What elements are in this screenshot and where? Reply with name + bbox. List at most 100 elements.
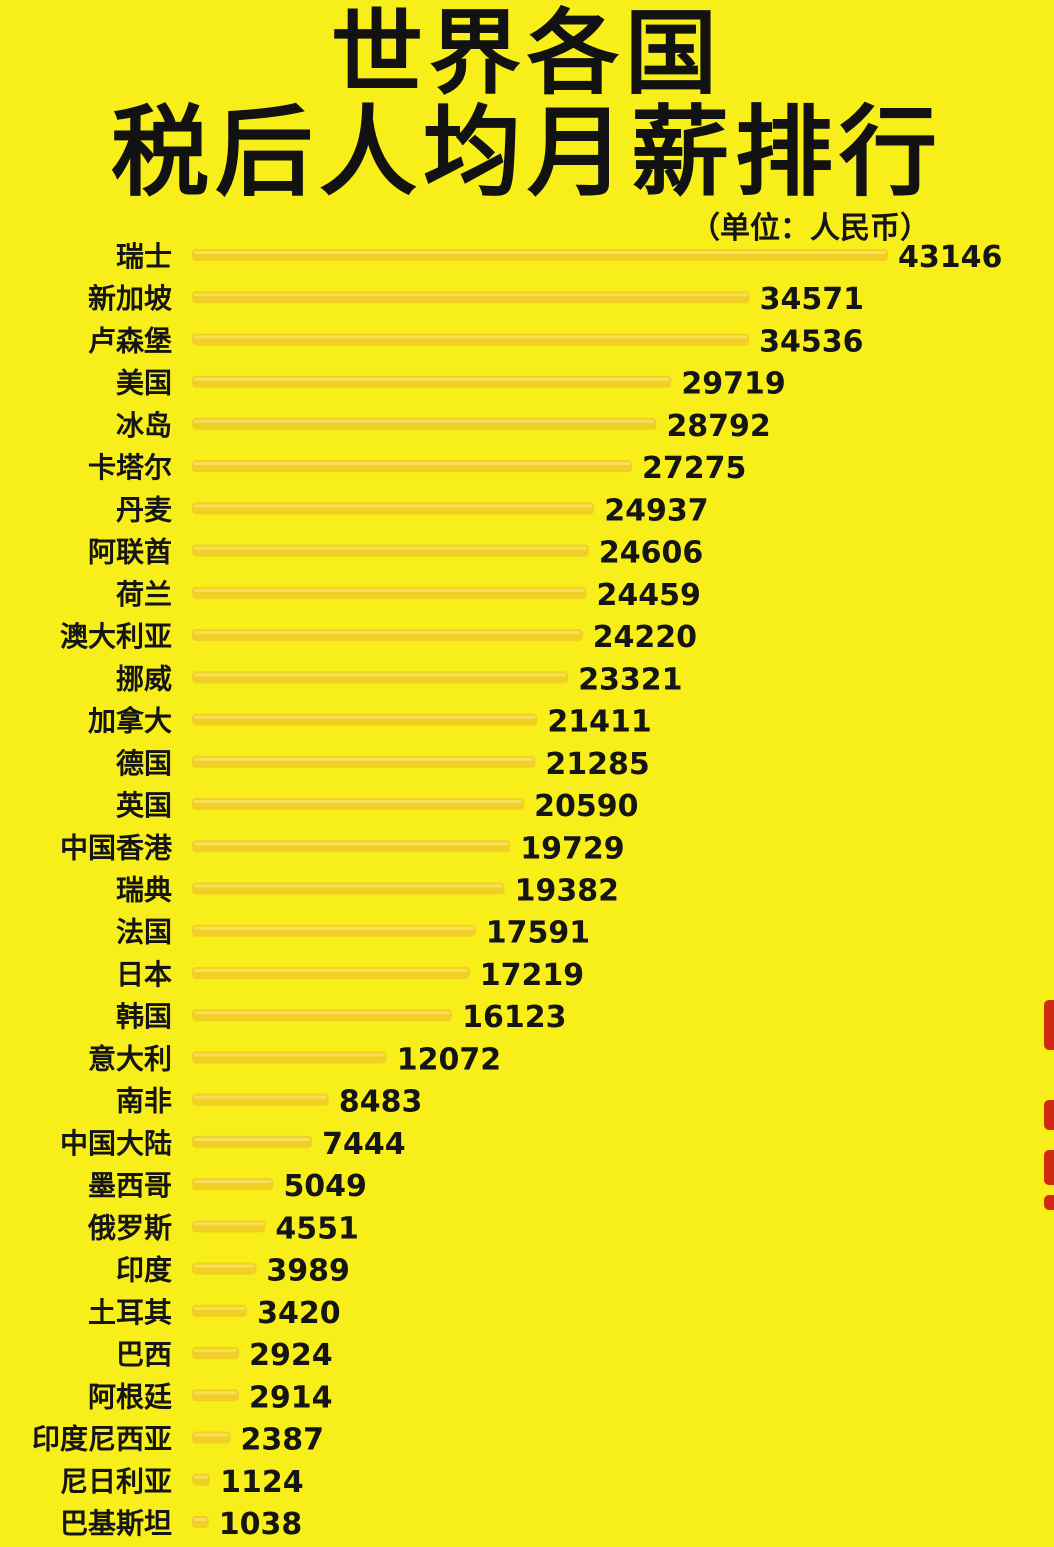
bar-highlight xyxy=(194,926,474,930)
bar-highlight xyxy=(194,631,581,635)
bar-highlight xyxy=(194,842,509,846)
value-label: 19729 xyxy=(520,831,624,866)
bar xyxy=(192,544,589,557)
value-label: 2914 xyxy=(249,1380,333,1415)
value-label: 29719 xyxy=(681,367,785,402)
bar-highlight xyxy=(194,1475,209,1479)
bar xyxy=(192,249,888,261)
category-label: 中国大陆 xyxy=(60,1127,172,1160)
category-label: 土耳其 xyxy=(88,1296,172,1329)
value-label: 24606 xyxy=(599,536,703,571)
value-label: 3989 xyxy=(266,1254,350,1289)
category-label: 俄罗斯 xyxy=(87,1211,172,1244)
bar-highlight xyxy=(194,377,670,381)
category-label: 阿联酋 xyxy=(88,536,172,569)
category-label: 尼日利亚 xyxy=(60,1465,172,1498)
category-label: 澳大利亚 xyxy=(60,620,172,653)
category-label: 法国 xyxy=(116,916,172,949)
value-label: 12072 xyxy=(397,1042,501,1077)
bar xyxy=(192,755,536,768)
bar-highlight xyxy=(194,1222,264,1226)
value-label: 5049 xyxy=(283,1169,367,1204)
value-label: 8483 xyxy=(339,1085,423,1120)
value-label: 7444 xyxy=(322,1127,406,1162)
bar-highlight xyxy=(194,1349,238,1353)
category-label: 瑞士 xyxy=(116,240,172,273)
bar xyxy=(192,840,511,853)
category-label: 新加坡 xyxy=(88,282,172,315)
bar-highlight xyxy=(194,419,655,423)
category-label: 日本 xyxy=(116,958,172,991)
chart-title-line-2: 税后人均月薪排行 xyxy=(110,96,943,210)
bar xyxy=(192,291,750,304)
category-label: 阿根廷 xyxy=(88,1380,172,1413)
category-label: 荷兰 xyxy=(116,578,172,611)
value-label: 17591 xyxy=(486,916,590,951)
bar xyxy=(192,1051,387,1064)
category-label: 卡塔尔 xyxy=(88,451,172,484)
bar xyxy=(192,375,672,388)
bar-highlight xyxy=(194,335,748,339)
bar xyxy=(192,586,587,599)
value-label: 2387 xyxy=(241,1423,325,1458)
category-label: 意大利 xyxy=(88,1042,172,1075)
bar xyxy=(192,798,525,811)
category-label: 瑞典 xyxy=(116,874,172,907)
bar xyxy=(192,1262,257,1275)
bar-highlight xyxy=(194,251,886,254)
bar xyxy=(192,671,569,684)
category-label: 美国 xyxy=(116,367,172,400)
bar xyxy=(192,713,538,726)
value-label: 21285 xyxy=(545,747,649,782)
value-label: 4551 xyxy=(275,1211,359,1246)
value-label: 43146 xyxy=(898,240,1002,275)
bar xyxy=(192,924,476,937)
category-label: 印度 xyxy=(116,1254,172,1287)
bar xyxy=(192,1178,274,1191)
value-label: 17219 xyxy=(480,958,584,993)
value-label: 23321 xyxy=(578,662,682,697)
value-label: 27275 xyxy=(642,451,746,486)
bar xyxy=(192,629,583,642)
bar xyxy=(192,1347,240,1360)
value-label: 20590 xyxy=(534,789,638,824)
bar-highlight xyxy=(194,968,468,972)
red-edge-decoration xyxy=(1044,1100,1054,1130)
category-label: 中国香港 xyxy=(60,831,173,864)
bar-highlight xyxy=(194,884,503,888)
bar-highlight xyxy=(194,546,587,550)
category-label: 冰岛 xyxy=(116,409,172,442)
category-label: 印度尼西亚 xyxy=(32,1423,172,1456)
bar-highlight xyxy=(194,1264,255,1268)
bar xyxy=(192,882,505,895)
value-label: 3420 xyxy=(257,1296,341,1331)
value-label: 21411 xyxy=(547,705,651,740)
bar xyxy=(192,460,632,473)
red-edge-decoration xyxy=(1044,1000,1054,1050)
bar-highlight xyxy=(194,1011,451,1015)
value-label: 24937 xyxy=(604,493,708,528)
value-label: 2924 xyxy=(249,1338,333,1373)
bar-highlight xyxy=(194,1433,229,1437)
bar-highlight xyxy=(194,757,534,761)
category-label: 丹麦 xyxy=(116,493,173,526)
category-label: 韩国 xyxy=(116,1000,172,1033)
bar-highlight xyxy=(194,1518,207,1521)
value-label: 1038 xyxy=(219,1507,303,1542)
bar-highlight xyxy=(194,1180,272,1184)
bar-highlight xyxy=(194,293,748,297)
bar xyxy=(192,1009,453,1022)
bar xyxy=(192,1431,231,1444)
category-label: 加拿大 xyxy=(88,705,172,738)
bar-highlight xyxy=(194,673,567,677)
bar-highlight xyxy=(194,462,630,466)
red-edge-decoration xyxy=(1044,1195,1054,1210)
category-label: 南非 xyxy=(116,1085,172,1118)
category-label: 卢森堡 xyxy=(88,324,172,357)
bar xyxy=(192,1093,329,1106)
bar xyxy=(192,1220,266,1233)
bar-highlight xyxy=(194,588,585,592)
value-label: 19382 xyxy=(515,874,619,909)
bar-highlight xyxy=(194,1053,385,1057)
bar xyxy=(192,1516,209,1528)
